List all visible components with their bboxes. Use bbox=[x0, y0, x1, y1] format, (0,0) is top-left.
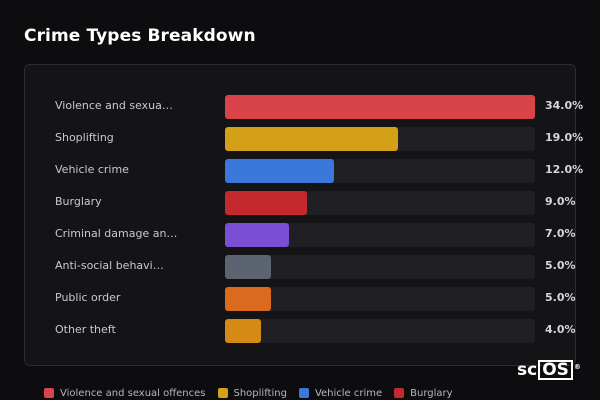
legend-swatch bbox=[394, 388, 405, 398]
bar-row: Criminal damage an… 7.0% bbox=[55, 223, 576, 247]
bar-category-label: Public order bbox=[55, 291, 121, 304]
bar-fill bbox=[225, 159, 334, 183]
legend-swatch bbox=[217, 388, 228, 398]
bar-fill bbox=[225, 95, 535, 119]
bar-value-label: 9.0% bbox=[545, 195, 576, 208]
logo-registered-mark: ® bbox=[573, 363, 581, 371]
legend-label: Burglary bbox=[410, 387, 453, 399]
bar-value-label: 19.0% bbox=[545, 131, 584, 144]
bar-row: Burglary 9.0% bbox=[55, 191, 576, 215]
bar-row: Public order 5.0% bbox=[55, 287, 576, 311]
bar-row: Other theft 4.0% bbox=[55, 319, 576, 343]
chart-title: Crime Types Breakdown bbox=[24, 26, 256, 46]
chart-panel: Violence and sexua… 34.0% Shoplifting 19.0%… bbox=[24, 64, 583, 366]
legend-swatch bbox=[298, 388, 309, 398]
bar-track bbox=[225, 95, 535, 119]
bar-category-label: Burglary bbox=[55, 195, 102, 208]
legend-item: Violence and sexual offences bbox=[44, 388, 206, 399]
bar-value-label: 5.0% bbox=[545, 291, 576, 304]
legend-label: Shoplifting bbox=[233, 387, 287, 399]
bar-value-label: 34.0% bbox=[545, 99, 584, 112]
bar-category-label: Violence and sexua… bbox=[55, 99, 173, 112]
bar-fill bbox=[225, 319, 261, 343]
bar-fill bbox=[225, 255, 271, 279]
legend-item: Vehicle crime bbox=[298, 387, 383, 399]
bar-fill bbox=[225, 191, 307, 215]
bar-category-label: Anti-social behavi… bbox=[55, 259, 164, 272]
bar-row: Anti-social behavi… 5.0% bbox=[55, 255, 576, 279]
chart-legend: Violence and sexual offences Shoplifting V… bbox=[44, 386, 465, 400]
bar-value-label: 5.0% bbox=[545, 259, 576, 272]
bar-fill bbox=[225, 127, 398, 151]
bar-row: Violence and sexua… 34.0% bbox=[55, 95, 583, 119]
bar-track bbox=[225, 255, 535, 279]
bar-fill bbox=[225, 223, 289, 247]
bar-value-label: 4.0% bbox=[545, 323, 576, 336]
legend-item: Burglary bbox=[394, 387, 453, 399]
legend-swatch bbox=[44, 388, 54, 398]
bar-track bbox=[225, 127, 535, 151]
bar-category-label: Shoplifting bbox=[55, 131, 114, 144]
logo-text: sc bbox=[517, 360, 538, 380]
bar-track bbox=[225, 287, 535, 311]
bar-track bbox=[225, 223, 535, 247]
bar-category-label: Other theft bbox=[55, 323, 116, 336]
bar-fill bbox=[225, 287, 271, 311]
logo-box-text: OS bbox=[538, 360, 573, 380]
bar-value-label: 7.0% bbox=[545, 227, 576, 240]
legend-label: Violence and sexual offences bbox=[60, 387, 206, 399]
bar-track bbox=[225, 191, 535, 215]
legend-label: Vehicle crime bbox=[314, 387, 383, 399]
bar-track bbox=[225, 159, 535, 183]
bar-row: Shoplifting 19.0% bbox=[55, 127, 583, 151]
bar-value-label: 12.0% bbox=[545, 163, 584, 176]
bar-row: Vehicle crime 12.0% bbox=[55, 159, 583, 183]
legend-item: Shoplifting bbox=[217, 387, 287, 399]
bar-track bbox=[225, 319, 535, 343]
bar-category-label: Vehicle crime bbox=[55, 163, 129, 176]
scos-logo: sc OS ® bbox=[517, 360, 581, 380]
bar-category-label: Criminal damage an… bbox=[55, 227, 178, 240]
